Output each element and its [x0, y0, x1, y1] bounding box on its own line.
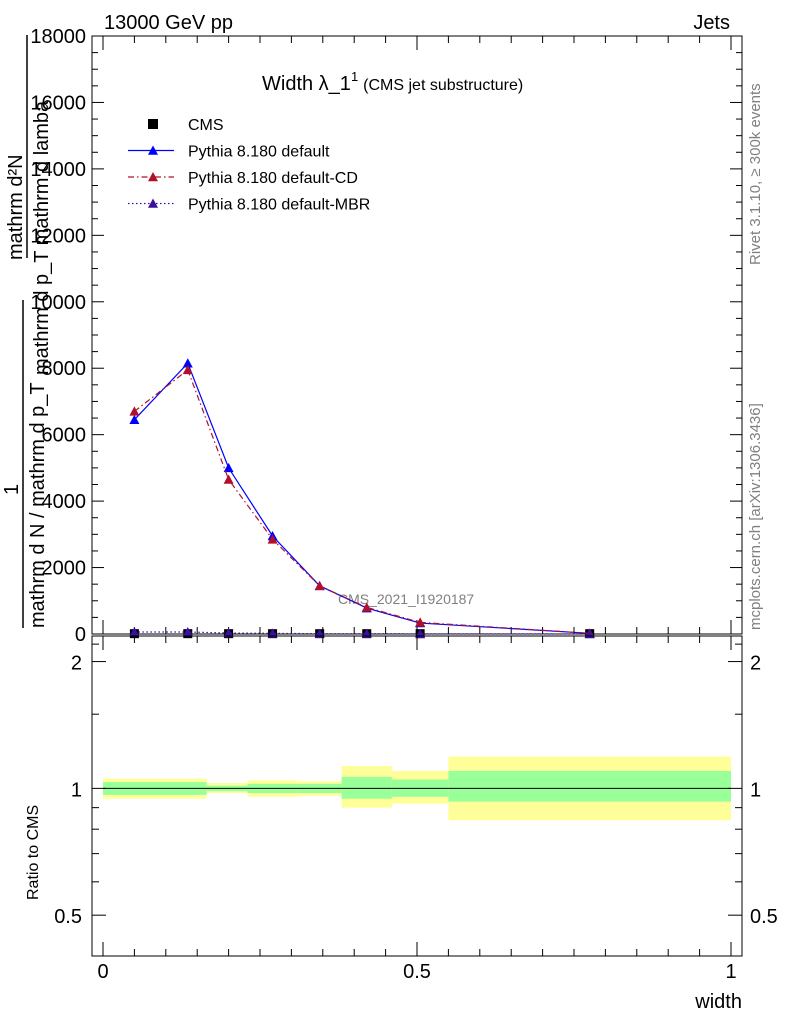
ylabel-line-0: mathrm d²N — [5, 154, 27, 260]
ratio-y-tick-label-right: 1 — [750, 779, 761, 801]
ratio-stat-band — [448, 770, 731, 802]
ratio-y-tick-label: 2 — [71, 653, 82, 675]
main-y-axis: 0 2000 4000 6000 8000 10000 12000 14000 16000 180… — [30, 26, 742, 646]
data-point — [129, 406, 140, 416]
legend-label: CMS — [188, 117, 224, 134]
y-tick-label: 16000 — [30, 92, 86, 114]
legend-marker — [148, 145, 158, 155]
series-line — [133, 362, 590, 634]
ylabel-line-3: mathrm d N / mathrm d p_T — [27, 382, 49, 628]
legend-marker — [148, 119, 158, 129]
data-point — [223, 474, 234, 484]
header-left: 13000 GeV pp — [104, 12, 233, 34]
data-point — [314, 580, 325, 591]
title-main: Width λ_1 — [262, 73, 351, 95]
ratio-stat-band — [341, 776, 392, 799]
ratio-y-tick-label: 0.5 — [54, 906, 82, 928]
title-sub: (CMS jet substructure) — [363, 77, 523, 94]
y-tick-label: 8000 — [42, 358, 87, 380]
y-tick-label: 12000 — [30, 225, 86, 247]
ratio-y-axis: 0.5 0.5 1 1 2 2 — [54, 643, 778, 928]
y-tick-label: 14000 — [30, 159, 86, 181]
data-point — [129, 414, 140, 424]
main-series — [129, 358, 595, 639]
x-tick-label: 0.5 — [403, 961, 431, 983]
mcplots-label: mcplots.cern.ch [arXiv:1306.3436] — [747, 403, 764, 630]
data-point — [361, 602, 372, 612]
header-right: Jets — [693, 12, 730, 34]
legend-label: Pythia 8.180 default — [188, 144, 330, 161]
main-plot: 0 2000 4000 6000 8000 10000 12000 14000 16000 180… — [1, 26, 743, 646]
ratio-x-axis: 0 0.5 1 — [97, 636, 737, 983]
data-point — [223, 628, 234, 638]
data-point — [129, 627, 140, 637]
y-tick-label: 18000 — [30, 26, 86, 48]
x-axis-label: width — [694, 991, 742, 1013]
data-point — [182, 358, 193, 368]
x-tick-label: 1 — [725, 961, 736, 983]
ratio-y-tick-label-right: 2 — [750, 653, 761, 675]
ylabel-line-2: 1 — [1, 484, 23, 495]
data-point — [415, 617, 426, 627]
main-y-label: mathrm d²N mathrm d p_T mathrm d lamba 1… — [1, 35, 53, 628]
y-tick-label: 4000 — [42, 491, 87, 513]
legend-label: Pythia 8.180 default-CD — [188, 170, 358, 187]
legend-marker — [148, 172, 158, 182]
legend-marker — [148, 198, 158, 208]
ratio-plot: 0.5 0.51 12 2 0 0.5 1 Ratio to CMS width — [25, 635, 778, 1013]
ratio-y-label: Ratio to CMS — [25, 805, 42, 900]
y-tick-label: 0 — [75, 624, 86, 646]
legend-label: Pythia 8.180 default-MBR — [188, 197, 370, 214]
y-tick-label: 10000 — [30, 292, 86, 314]
data-point — [182, 364, 193, 375]
series-line — [134, 368, 590, 634]
y-tick-label: 6000 — [42, 425, 87, 447]
title-sup: 1 — [351, 69, 358, 84]
data-point — [182, 627, 193, 637]
rivet-label: Rivet 3.1.10, ≥ 300k events — [747, 83, 764, 265]
x-tick-label: 0 — [97, 961, 108, 983]
ratio-y-tick-label-right: 0.5 — [750, 906, 778, 928]
legend: CMS Pythia 8.180 default Pythia 8.180 defa… — [128, 117, 370, 214]
y-tick-label: 2000 — [42, 558, 87, 580]
main-plot-title: Width λ_11 (CMS jet substructure) — [262, 69, 523, 95]
ylabel-line-1: mathrm d p_T mathrm d lamba — [31, 100, 53, 375]
data-point — [267, 628, 278, 638]
series-line — [134, 631, 590, 635]
data-point — [223, 462, 234, 473]
ratio-y-tick-label: 1 — [71, 779, 82, 801]
watermark: CMS_2021_I1920187 — [338, 591, 474, 607]
data-point — [267, 534, 278, 544]
